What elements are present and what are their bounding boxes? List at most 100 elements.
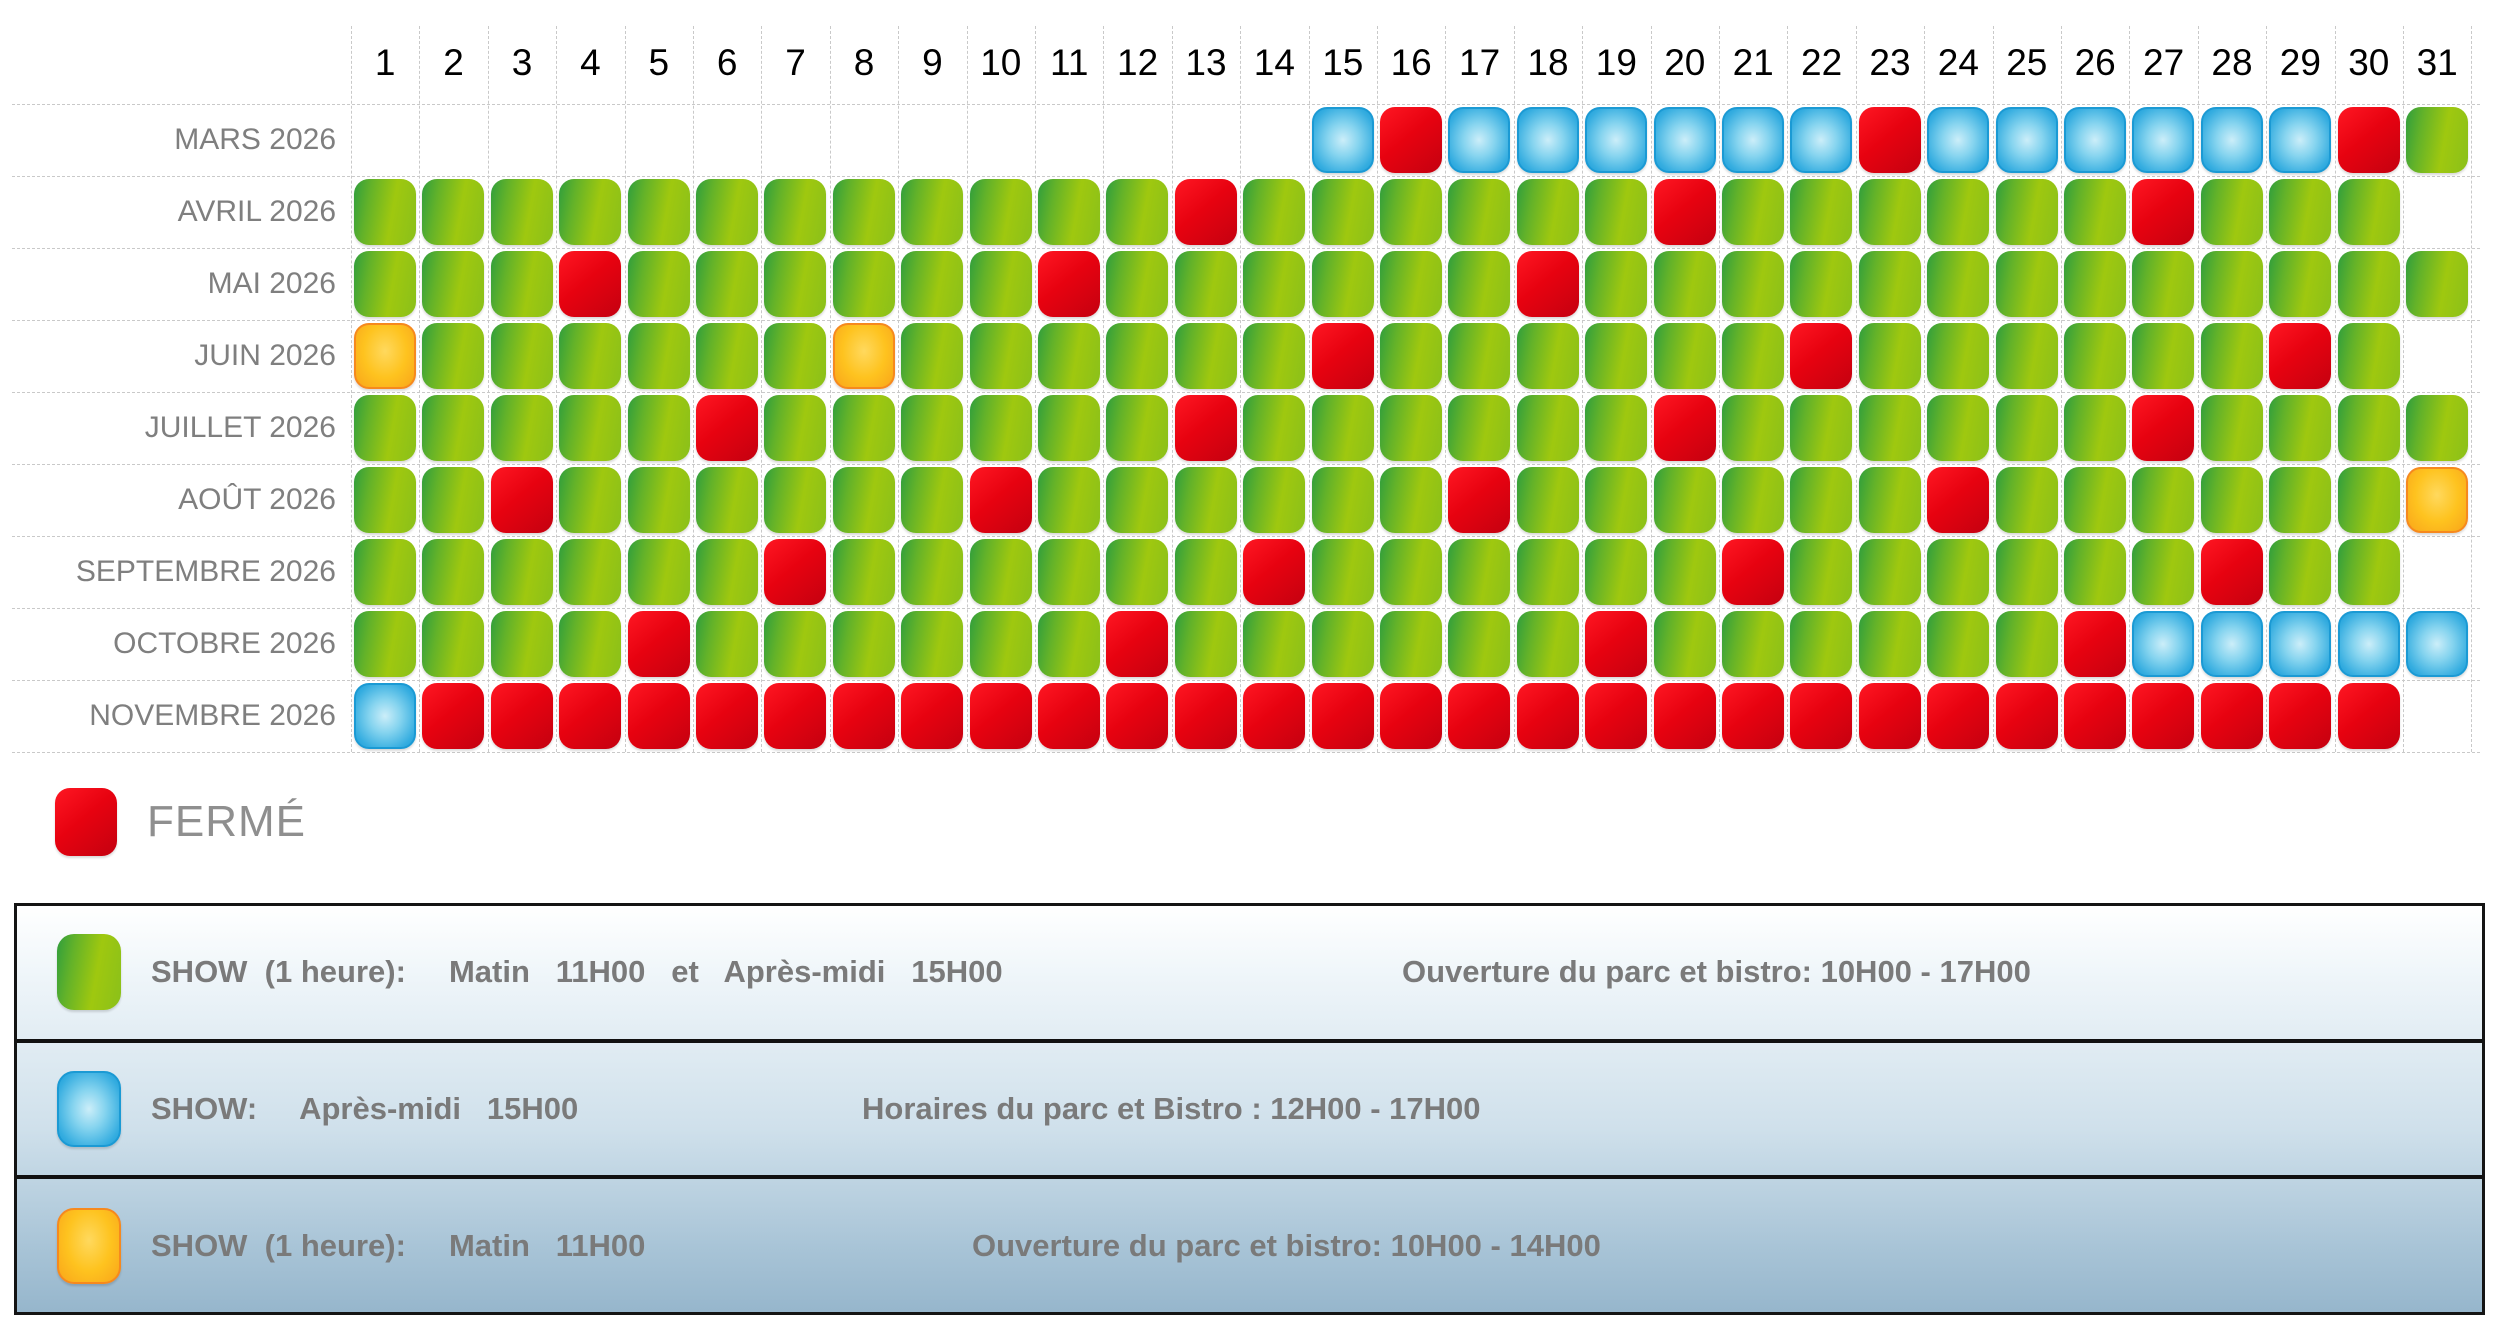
day-cell-g [1038, 539, 1100, 605]
day-cell-g [627, 395, 690, 461]
day-cell-g [764, 611, 827, 677]
day-cell-r [2269, 323, 2332, 389]
schedule-info-box: SHOW (1 heure): Matin 11H00 et Après-mid… [14, 903, 2485, 1315]
day-number: 21 [1732, 42, 1774, 83]
day-number: 9 [922, 42, 943, 83]
month-label: MAI 2026 [207, 267, 336, 300]
grid-line-vertical [1787, 26, 1789, 752]
day-cell-r [1038, 251, 1100, 317]
day-cell-g [832, 179, 895, 245]
grid-line-vertical [556, 26, 558, 752]
day-cell-g [422, 251, 485, 317]
grid-line-vertical [1513, 26, 1515, 752]
grid-line-vertical [419, 26, 421, 752]
day-cell-g [1380, 467, 1442, 533]
day-number: 1 [374, 42, 396, 83]
day-number: 25 [2006, 42, 2048, 83]
day-cell-g [2406, 107, 2468, 173]
day-cell-g [1790, 251, 1853, 317]
day-number: 28 [2211, 42, 2253, 83]
day-cell-g [1927, 539, 1990, 605]
day-cell-r [1106, 683, 1169, 749]
day-cell-r [1653, 395, 1716, 461]
day-cell-o [2406, 467, 2468, 533]
day-number: 3 [511, 42, 533, 83]
day-cell-r [2337, 107, 2400, 173]
day-cell-r [2132, 395, 2195, 461]
day-cell-g [422, 611, 485, 677]
legend-closed: FERMÉ [55, 788, 306, 856]
day-cell-g [2337, 395, 2400, 461]
day-cell-g [1516, 323, 1579, 389]
day-cell-g [1311, 251, 1374, 317]
day-number: 10 [980, 42, 1022, 83]
day-cell-g [969, 251, 1032, 317]
day-cell-g [2269, 395, 2332, 461]
day-cell-g [764, 179, 827, 245]
day-cell-g [1653, 539, 1716, 605]
day-cell-g [354, 179, 416, 245]
day-cell-g [1858, 611, 1921, 677]
day-cell-g [490, 395, 553, 461]
green-park-hours: Ouverture du parc et bistro: 10H00 - 17H… [1402, 954, 2031, 990]
day-cell-g [490, 323, 553, 389]
grid-line-vertical [1582, 26, 1584, 752]
day-number: 17 [1459, 42, 1501, 83]
grid-line-vertical [1308, 26, 1310, 752]
month-label: JUIN 2026 [194, 339, 336, 372]
day-cell-g [627, 251, 690, 317]
day-cell-b [2200, 611, 2263, 677]
day-cell-b [2337, 611, 2400, 677]
day-cell-g [832, 539, 895, 605]
day-cell-r [1311, 323, 1374, 389]
day-number: 6 [716, 42, 738, 83]
day-cell-r [1790, 323, 1853, 389]
day-cell-g [2064, 179, 2126, 245]
day-cell-g [1174, 251, 1237, 317]
day-cell-g [559, 179, 622, 245]
day-cell-g [696, 539, 758, 605]
day-cell-g [1585, 323, 1648, 389]
green-color-swatch [57, 934, 121, 1011]
day-cell-g [1038, 395, 1100, 461]
day-cell-g [1380, 323, 1442, 389]
day-cell-b [2200, 107, 2263, 173]
day-cell-g [422, 467, 485, 533]
day-cell-r [559, 251, 622, 317]
day-cell-g [490, 539, 553, 605]
day-cell-g [2406, 251, 2468, 317]
day-cell-g [1585, 251, 1648, 317]
day-cell-g [969, 323, 1032, 389]
day-cell-g [1174, 467, 1237, 533]
day-cell-g [1790, 179, 1853, 245]
day-cell-r [1790, 683, 1853, 749]
day-cell-r [1927, 467, 1990, 533]
day-cell-r [559, 683, 622, 749]
day-cell-g [1243, 395, 1306, 461]
day-cell-g [1927, 611, 1990, 677]
day-cell-r [1243, 683, 1306, 749]
day-cell-g [1858, 467, 1921, 533]
day-number: 4 [580, 42, 601, 83]
day-cell-g [1858, 179, 1921, 245]
orange-color-swatch [57, 1207, 121, 1284]
day-cell-g [1311, 179, 1374, 245]
day-cell-g [2132, 539, 2195, 605]
day-cell-r [490, 683, 553, 749]
grid-line-vertical [2061, 26, 2062, 752]
day-cell-g [1516, 611, 1579, 677]
grid-line-vertical [1445, 26, 1447, 752]
day-cell-g [832, 395, 895, 461]
day-cell-g [1927, 179, 1990, 245]
day-cell-g [1448, 323, 1511, 389]
day-cell-r [1927, 683, 1990, 749]
day-cell-b [1927, 107, 1990, 173]
grid-line-vertical [624, 26, 626, 752]
month-label: JUILLET 2026 [144, 411, 336, 444]
grid-line-vertical [761, 26, 763, 752]
day-cell-g [559, 323, 622, 389]
day-cell-r [2269, 683, 2332, 749]
day-cell-r [2337, 683, 2400, 749]
grid-line-vertical [1103, 26, 1105, 752]
day-number: 18 [1527, 42, 1569, 83]
